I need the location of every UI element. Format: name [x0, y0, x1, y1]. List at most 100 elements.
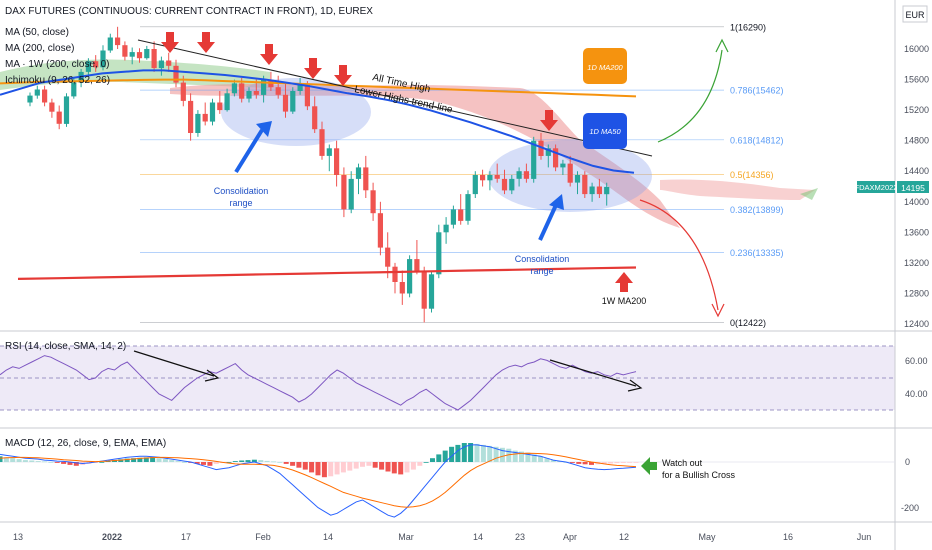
candle-body	[231, 83, 237, 94]
down-arrow-icon	[304, 58, 322, 79]
price-axis[interactable]: 16000 15600 15200 14800 14400 14000 13600 13200…	[904, 44, 929, 329]
rsi-line	[0, 355, 637, 411]
macd-histogram-bar	[239, 460, 245, 462]
ma50-line	[0, 69, 635, 174]
consolidation-label-1: Consolidation	[214, 186, 269, 196]
price-tick-label: 12400	[904, 319, 929, 329]
macd-histogram-bar	[627, 462, 633, 463]
macd-histogram-bar	[321, 462, 327, 478]
price-tick-label: 14800	[904, 136, 929, 146]
blue-arrow-head-icon	[549, 194, 564, 210]
legend-ma-weekly[interactable]: MA · 1W (200, close, 0)	[5, 59, 109, 70]
time-tick-label: 14	[473, 532, 483, 542]
candle-body	[472, 175, 478, 195]
macd-histogram-bar	[608, 462, 614, 464]
macd-histogram-bar	[334, 462, 340, 475]
macd-series	[0, 443, 895, 518]
time-tick-label: Jun	[857, 532, 872, 542]
candle-body	[304, 83, 310, 107]
candle-body	[188, 100, 194, 133]
ma50-tag	[583, 113, 627, 149]
price-tick-label: 14400	[904, 166, 929, 176]
candle-body	[71, 82, 77, 97]
candle-body	[319, 129, 325, 156]
macd-histogram-bar	[519, 451, 524, 462]
macd-histogram-bar	[525, 452, 531, 462]
macd-histogram-bar	[544, 458, 550, 462]
rsi-series	[0, 355, 637, 411]
macd-histogram-bar	[589, 462, 594, 465]
macd-histogram-bar	[353, 462, 359, 469]
chart-title: DAX FUTURES (CONTINUOUS: CURRENT CONTRAC…	[5, 6, 373, 17]
rsi-divergence-head-icon	[204, 369, 220, 382]
macd-histogram-bar	[258, 460, 264, 462]
candle-body	[282, 94, 289, 112]
macd-histogram-bar	[118, 459, 124, 462]
macd-histogram-bar	[42, 461, 47, 463]
macd-histogram-bar	[449, 446, 455, 462]
candle-body	[450, 209, 456, 225]
macd-histogram-bar	[569, 462, 575, 463]
time-tick-label: 2022	[102, 532, 122, 542]
candle-body	[392, 266, 398, 282]
up-arrow-icon	[615, 272, 633, 292]
candle-body	[414, 259, 420, 271]
candle-body	[217, 102, 223, 111]
macd-histogram-bar	[16, 459, 22, 462]
blue-arrow-head-icon	[256, 121, 272, 137]
candle-body	[509, 178, 515, 191]
time-tick-label: Feb	[255, 532, 271, 542]
time-tick-label: 16	[783, 532, 793, 542]
macd-histogram-bar	[271, 461, 276, 463]
macd-histogram-bar	[582, 462, 588, 465]
candle-body	[465, 194, 471, 221]
legend-ma200[interactable]: MA (200, close)	[5, 43, 74, 54]
candle-body	[567, 163, 573, 183]
macd-histogram-bar	[54, 462, 60, 463]
fib-level-label: 1(16290)	[730, 22, 766, 32]
bearish-projection-arrow	[639, 199, 719, 311]
macd-histogram-bar	[512, 450, 518, 462]
macd-histogram-bar	[213, 462, 219, 464]
macd-tick-0: 0	[905, 457, 910, 467]
candle-body	[34, 89, 40, 96]
last-price-tag	[897, 181, 929, 193]
price-tick-label: 15600	[904, 75, 929, 85]
last-price-label: 14195	[901, 183, 925, 193]
fib-level-label: 0.5(14356)	[730, 170, 774, 180]
time-axis[interactable]: 13 2022 17 Feb 14 Mar 14 23 Apr 12 May 16 Jun	[13, 532, 871, 542]
candle-body	[93, 61, 99, 68]
candle-body	[144, 49, 150, 59]
macd-histogram-bar	[309, 462, 315, 473]
candle-body	[443, 224, 449, 233]
candle-body	[290, 91, 296, 112]
candle-body	[180, 82, 186, 101]
candle-body	[458, 209, 464, 221]
macd-histogram-bar	[150, 457, 156, 462]
green-arrow-head-icon	[715, 38, 729, 53]
legend-ichimoku[interactable]: Ichimoku (9, 26, 52, 26)	[5, 75, 110, 86]
candle-body	[297, 83, 303, 91]
candle-body	[63, 96, 70, 124]
symbol-tag-label: FDAXM2022	[855, 183, 898, 192]
lower-highs-trend-line	[137, 39, 653, 157]
candle-body	[246, 91, 252, 99]
macd-histogram-bar	[468, 443, 474, 462]
currency-badge[interactable]	[902, 5, 928, 23]
macd-histogram-bar	[264, 460, 270, 462]
macd-histogram-bar	[614, 462, 620, 464]
candle-body	[574, 175, 581, 183]
macd-histogram-bar	[143, 457, 149, 462]
lower-high-arrows	[161, 32, 558, 131]
macd-histogram-bar	[296, 462, 302, 468]
down-arrow-icon	[334, 65, 352, 86]
macd-histogram-bar	[347, 462, 353, 471]
macd-histogram-bar	[315, 462, 321, 476]
moving-averages	[0, 69, 637, 280]
candle-body	[480, 175, 486, 181]
macd-histogram-bar	[277, 462, 283, 463]
legend-ma50[interactable]: MA (50, close)	[5, 27, 69, 38]
ma200-tag-label: 1D MA200	[587, 63, 623, 72]
candle-body	[385, 247, 391, 267]
